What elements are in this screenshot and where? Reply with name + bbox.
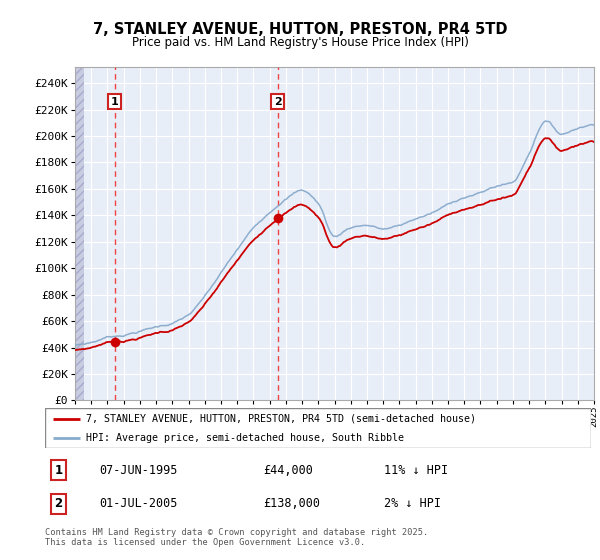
Text: 1: 1 xyxy=(55,464,63,477)
Text: £44,000: £44,000 xyxy=(263,464,313,477)
Text: 7, STANLEY AVENUE, HUTTON, PRESTON, PR4 5TD: 7, STANLEY AVENUE, HUTTON, PRESTON, PR4 … xyxy=(93,22,507,38)
Bar xyxy=(75,67,84,400)
Text: Price paid vs. HM Land Registry's House Price Index (HPI): Price paid vs. HM Land Registry's House … xyxy=(131,36,469,49)
Text: 7, STANLEY AVENUE, HUTTON, PRESTON, PR4 5TD (semi-detached house): 7, STANLEY AVENUE, HUTTON, PRESTON, PR4 … xyxy=(86,414,476,424)
Text: 2% ↓ HPI: 2% ↓ HPI xyxy=(383,497,440,510)
Text: 2: 2 xyxy=(274,96,281,106)
Text: 2: 2 xyxy=(55,497,63,510)
FancyBboxPatch shape xyxy=(45,408,591,448)
Text: 07-JUN-1995: 07-JUN-1995 xyxy=(100,464,178,477)
Text: HPI: Average price, semi-detached house, South Ribble: HPI: Average price, semi-detached house,… xyxy=(86,433,404,443)
Text: Contains HM Land Registry data © Crown copyright and database right 2025.
This d: Contains HM Land Registry data © Crown c… xyxy=(45,528,428,548)
Text: 11% ↓ HPI: 11% ↓ HPI xyxy=(383,464,448,477)
Text: 1: 1 xyxy=(110,96,118,106)
Text: £138,000: £138,000 xyxy=(263,497,320,510)
Text: 01-JUL-2005: 01-JUL-2005 xyxy=(100,497,178,510)
